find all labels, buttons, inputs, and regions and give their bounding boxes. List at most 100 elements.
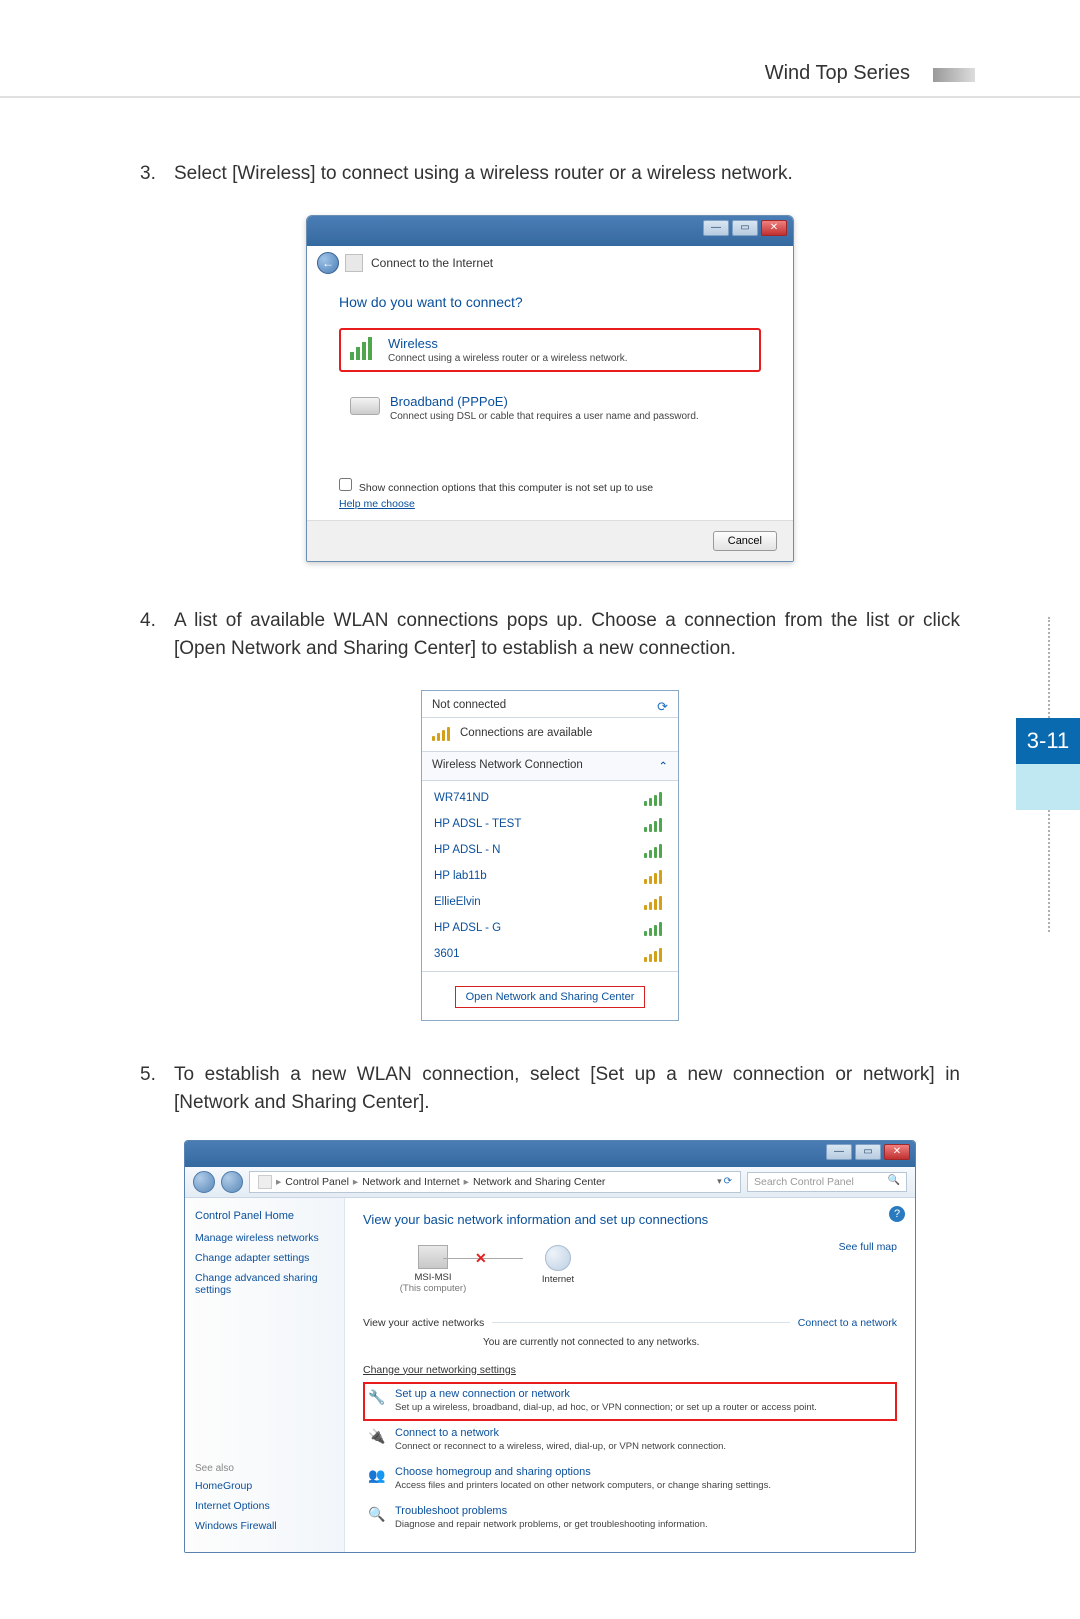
nsc-setting-item[interactable]: 🔍Troubleshoot problemsDiagnose and repai… <box>363 1499 897 1538</box>
sidebar-link-2[interactable]: Change advanced sharing settings <box>195 1272 334 1296</box>
nsc-item-icon: 🔧 <box>367 1388 387 1408</box>
nsc-network-map: See full map MSI-MSI (This computer) ✕ I… <box>363 1241 897 1311</box>
wizard-question: How do you want to connect? <box>339 294 761 310</box>
bc-2[interactable]: Network and Sharing Center <box>473 1176 606 1188</box>
step-3: 3. Select [Wireless] to connect using a … <box>140 160 960 567</box>
nsc-search-input[interactable]: Search Control Panel <box>747 1172 907 1192</box>
series-title: Wind Top Series <box>765 62 910 85</box>
wlan-network-item[interactable]: WR741ND <box>422 785 678 811</box>
wlan-section-title: Wireless Network Connection <box>432 759 583 773</box>
active-networks-label: View your active networks <box>363 1317 484 1329</box>
step-3-body: Select [Wireless] to connect using a wir… <box>174 163 793 184</box>
step-4-body: A list of available WLAN connections pop… <box>174 610 960 660</box>
nsc-item-title: Troubleshoot problems <box>395 1505 708 1517</box>
nsc-item-icon: 🔍 <box>367 1505 387 1525</box>
connect-to-network-link[interactable]: Connect to a network <box>798 1317 897 1329</box>
seealso-header: See also <box>195 1463 334 1474</box>
wireless-option-sub: Connect using a wireless router or a wir… <box>388 353 628 364</box>
step-4-text: 4. A list of available WLAN connections … <box>140 607 960 664</box>
nsc-search-placeholder: Search Control Panel <box>754 1176 854 1188</box>
seealso-1[interactable]: Internet Options <box>195 1500 334 1512</box>
step-5: 5. To establish a new WLAN connection, s… <box>140 1061 960 1558</box>
nsc-item-title: Connect to a network <box>395 1427 726 1439</box>
step-4-num: 4. <box>140 607 156 636</box>
wlan-available-text: Connections are available <box>460 727 592 739</box>
pc-label: MSI-MSI <box>393 1272 473 1283</box>
wlan-signal-icon <box>644 842 666 858</box>
show-options-checkbox[interactable]: Show connection options that this comput… <box>339 482 653 494</box>
window-maximize-button[interactable]: ▭ <box>732 220 758 236</box>
nsc-help-button[interactable]: ? <box>889 1206 905 1222</box>
step-5-num: 5. <box>140 1061 156 1090</box>
wlan-network-item[interactable]: HP ADSL - TEST <box>422 811 678 837</box>
wizard-titlebar: — ▭ ✕ <box>307 216 793 246</box>
broadband-option-sub: Connect using DSL or cable that requires… <box>390 411 699 422</box>
wlan-network-item[interactable]: HP ADSL - N <box>422 837 678 863</box>
nsc-heading: View your basic network information and … <box>363 1212 897 1227</box>
nsc-item-desc: Access files and printers located on oth… <box>395 1480 771 1491</box>
nsc-breadcrumb[interactable]: ▸ Control Panel ▸ Network and Internet ▸… <box>249 1171 741 1193</box>
wizard-header-icon <box>345 254 363 272</box>
nsc-close-button[interactable]: ✕ <box>884 1144 910 1160</box>
wlan-network-name: EllieElvin <box>434 896 481 908</box>
margin-dots-bottom <box>1048 810 1050 932</box>
nsc-settings-list: 🔧Set up a new connection or networkSet u… <box>363 1382 897 1538</box>
nsc-item-title: Choose homegroup and sharing options <box>395 1466 771 1478</box>
nsc-item-icon: 👥 <box>367 1466 387 1486</box>
computer-icon <box>418 1245 448 1269</box>
no-network-text: You are currently not connected to any n… <box>483 1337 897 1348</box>
sidebar-link-1[interactable]: Change adapter settings <box>195 1252 334 1264</box>
nsc-setting-item[interactable]: 🔧Set up a new connection or networkSet u… <box>363 1382 897 1421</box>
sidebar-link-0[interactable]: Manage wireless networks <box>195 1232 334 1244</box>
nsc-forward-button[interactable] <box>221 1171 243 1193</box>
nsc-maximize-button[interactable]: ▭ <box>855 1144 881 1160</box>
window-minimize-button[interactable]: — <box>703 220 729 236</box>
wlan-network-name: HP ADSL - TEST <box>434 818 521 830</box>
wlan-section-header[interactable]: Wireless Network Connection ⌃ <box>422 752 678 781</box>
broadband-option-title: Broadband (PPPoE) <box>390 394 699 409</box>
margin-dots-top <box>1048 617 1050 718</box>
nsc-main-panel: ? View your basic network information an… <box>345 1198 915 1552</box>
step-5-text: 5. To establish a new WLAN connection, s… <box>140 1061 960 1118</box>
bc-0[interactable]: Control Panel <box>285 1176 349 1188</box>
map-disconnected-icon: ✕ <box>475 1250 487 1267</box>
wizard-back-button[interactable]: ← <box>317 252 339 274</box>
network-sharing-center-window: — ▭ ✕ ▸ Control Panel ▸ Network and Inte… <box>184 1140 916 1553</box>
wlan-network-item[interactable]: HP lab11b <box>422 863 678 889</box>
nsc-sidebar: Control Panel Home Manage wireless netwo… <box>185 1198 345 1552</box>
window-close-button[interactable]: ✕ <box>761 220 787 236</box>
step-3-num: 3. <box>140 160 156 189</box>
wlan-network-name: HP ADSL - N <box>434 844 500 856</box>
wlan-signal-icon <box>644 946 666 962</box>
wlan-network-name: HP lab11b <box>434 870 487 882</box>
step-5-body: To establish a new WLAN connection, sele… <box>174 1064 960 1114</box>
wizard-title: Connect to the Internet <box>371 256 493 270</box>
wizard-option-broadband[interactable]: Broadband (PPPoE) Connect using DSL or c… <box>339 386 761 430</box>
nsc-back-button[interactable] <box>193 1171 215 1193</box>
wizard-cancel-button[interactable]: Cancel <box>713 531 777 551</box>
nsc-setting-item[interactable]: 👥 Choose homegroup and sharing options Acc… <box>363 1460 897 1499</box>
nsc-setting-item[interactable]: 🔌Connect to a networkConnect or reconnec… <box>363 1421 897 1460</box>
nsc-minimize-button[interactable]: — <box>826 1144 852 1160</box>
wlan-signal-icon <box>644 894 666 910</box>
seealso-0[interactable]: HomeGroup <box>195 1480 334 1492</box>
sidebar-home[interactable]: Control Panel Home <box>195 1210 334 1222</box>
wlan-not-connected: Not connected <box>432 699 506 711</box>
wlan-signal-icon <box>644 868 666 884</box>
see-full-map-link[interactable]: See full map <box>839 1241 897 1253</box>
wlan-network-item[interactable]: HP ADSL - G <box>422 915 678 941</box>
nsc-titlebar: — ▭ ✕ <box>185 1141 915 1167</box>
wlan-network-name: HP ADSL - G <box>434 922 501 934</box>
help-me-choose-link[interactable]: Help me choose <box>339 498 415 510</box>
seealso-2[interactable]: Windows Firewall <box>195 1520 334 1532</box>
wizard-option-wireless[interactable]: Wireless Connect using a wireless router… <box>339 328 761 372</box>
wlan-refresh-icon[interactable]: ⟳ <box>657 699 668 715</box>
wlan-network-list: WR741ND HP ADSL - TEST HP ADSL - N HP lab11… <box>422 781 678 971</box>
bc-1[interactable]: Network and Internet <box>362 1176 459 1188</box>
wlan-available-row: Connections are available <box>422 718 678 752</box>
wlan-network-item[interactable]: EllieElvin <box>422 889 678 915</box>
wlan-network-item[interactable]: 3601 <box>422 941 678 967</box>
nsc-item-desc: Connect or reconnect to a wireless, wire… <box>395 1441 726 1452</box>
show-options-label: Show connection options that this comput… <box>359 482 653 494</box>
open-network-sharing-center-link[interactable]: Open Network and Sharing Center <box>455 986 646 1008</box>
